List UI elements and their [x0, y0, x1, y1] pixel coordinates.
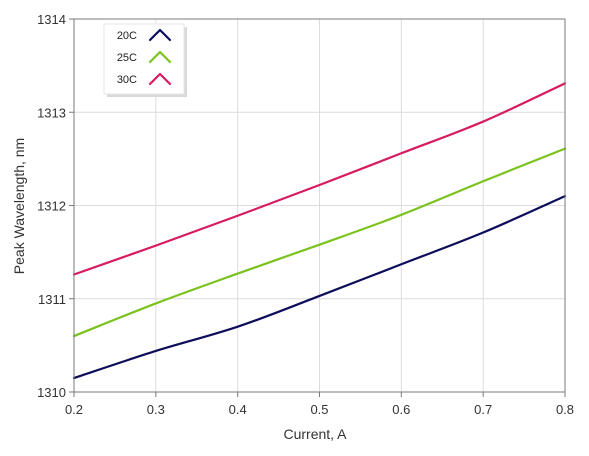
tick-labels: 0.2 0.3 0.4 0.5 0.6 0.7 0.8 1310 1311 1312 1313 131…	[37, 12, 574, 417]
legend-label: 20C	[117, 30, 137, 42]
x-tick-label: 0.6	[392, 402, 410, 417]
y-tick-label: 1310	[37, 385, 66, 400]
legend: 20C 25C 30C	[103, 23, 187, 97]
legend-label: 30C	[117, 74, 137, 86]
legend-marker-20c	[148, 28, 172, 42]
x-tick-label: 0.3	[147, 402, 165, 417]
legend-marker-30c	[148, 72, 172, 86]
y-tick-label: 1311	[38, 292, 66, 307]
x-tick-label: 0.4	[229, 402, 247, 417]
series-line-25c	[72, 147, 567, 338]
x-tick-label: 0.2	[65, 402, 83, 417]
y-tick-label: 1314	[37, 12, 66, 27]
legend-marker-25c	[148, 50, 172, 64]
series-line-20c	[72, 195, 567, 380]
legend-box	[103, 23, 185, 95]
y-tick-label: 1313	[37, 105, 66, 120]
series-line-30c	[72, 82, 567, 276]
x-tick-label: 0.8	[556, 402, 574, 417]
y-axis-title: Peak Wavelength, nm	[11, 138, 27, 274]
y-tick-label: 1312	[37, 199, 66, 214]
x-axis-title: Current, A	[283, 426, 347, 442]
x-tick-label: 0.5	[310, 402, 328, 417]
series-lines	[72, 82, 567, 380]
legend-label: 25C	[117, 52, 137, 64]
x-tick-label: 0.7	[474, 402, 492, 417]
